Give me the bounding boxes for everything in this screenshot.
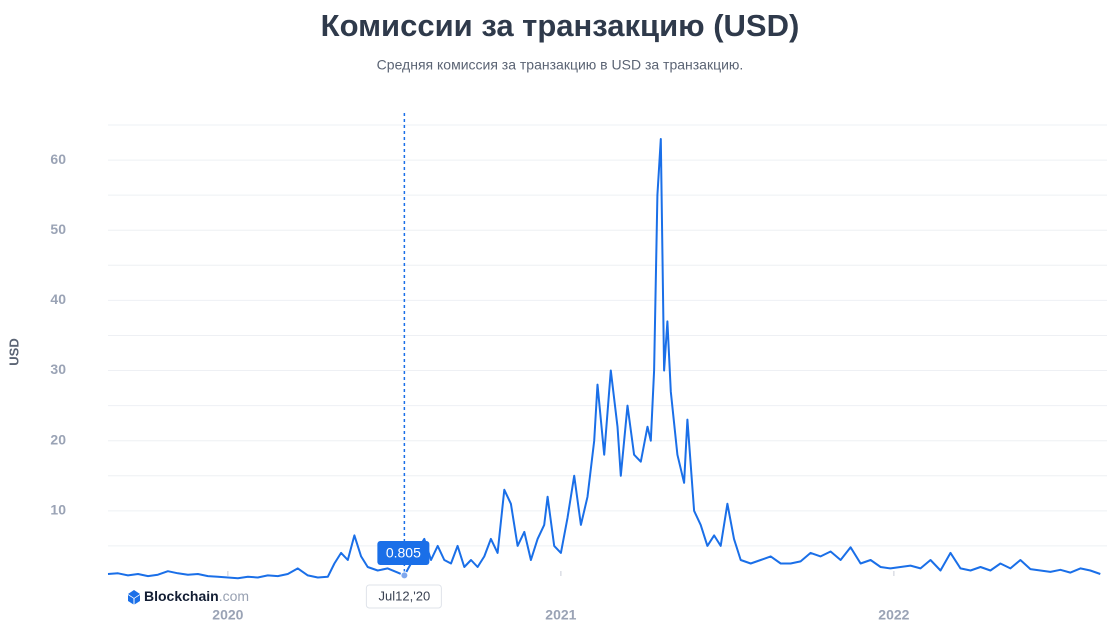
tooltip-value: 0.805 (386, 545, 421, 561)
y-tick-label: 60 (50, 151, 66, 167)
y-tick-label: 40 (50, 291, 66, 307)
watermark-logo (128, 590, 140, 605)
watermark-suffix: .com (219, 588, 249, 604)
watermark-name: Blockchain (144, 588, 219, 604)
y-tick-label: 50 (50, 221, 66, 237)
y-axis-label: USD (6, 338, 21, 365)
watermark-text: Blockchain.com (144, 588, 249, 604)
tooltip-date-box (365, 584, 442, 609)
y-tick-label: 20 (50, 431, 66, 447)
x-tick-label: 2020 (212, 607, 243, 623)
tooltip-point (400, 571, 409, 580)
x-tick-label: 2021 (545, 607, 576, 623)
y-tick-label: 10 (50, 502, 66, 518)
tooltip-date: Jul12,'20 (379, 588, 431, 603)
series-line (107, 138, 1101, 580)
y-tick-label: 30 (50, 361, 66, 377)
x-tick-label: 2022 (878, 607, 909, 623)
chart-subtitle: Средняя комиссия за транзакцию в USD за … (377, 57, 744, 73)
watermark: Blockchain.com (128, 588, 249, 605)
tooltip-value-box (377, 541, 430, 565)
chart-title: Комиссии за транзакцию (USD) (321, 8, 800, 43)
